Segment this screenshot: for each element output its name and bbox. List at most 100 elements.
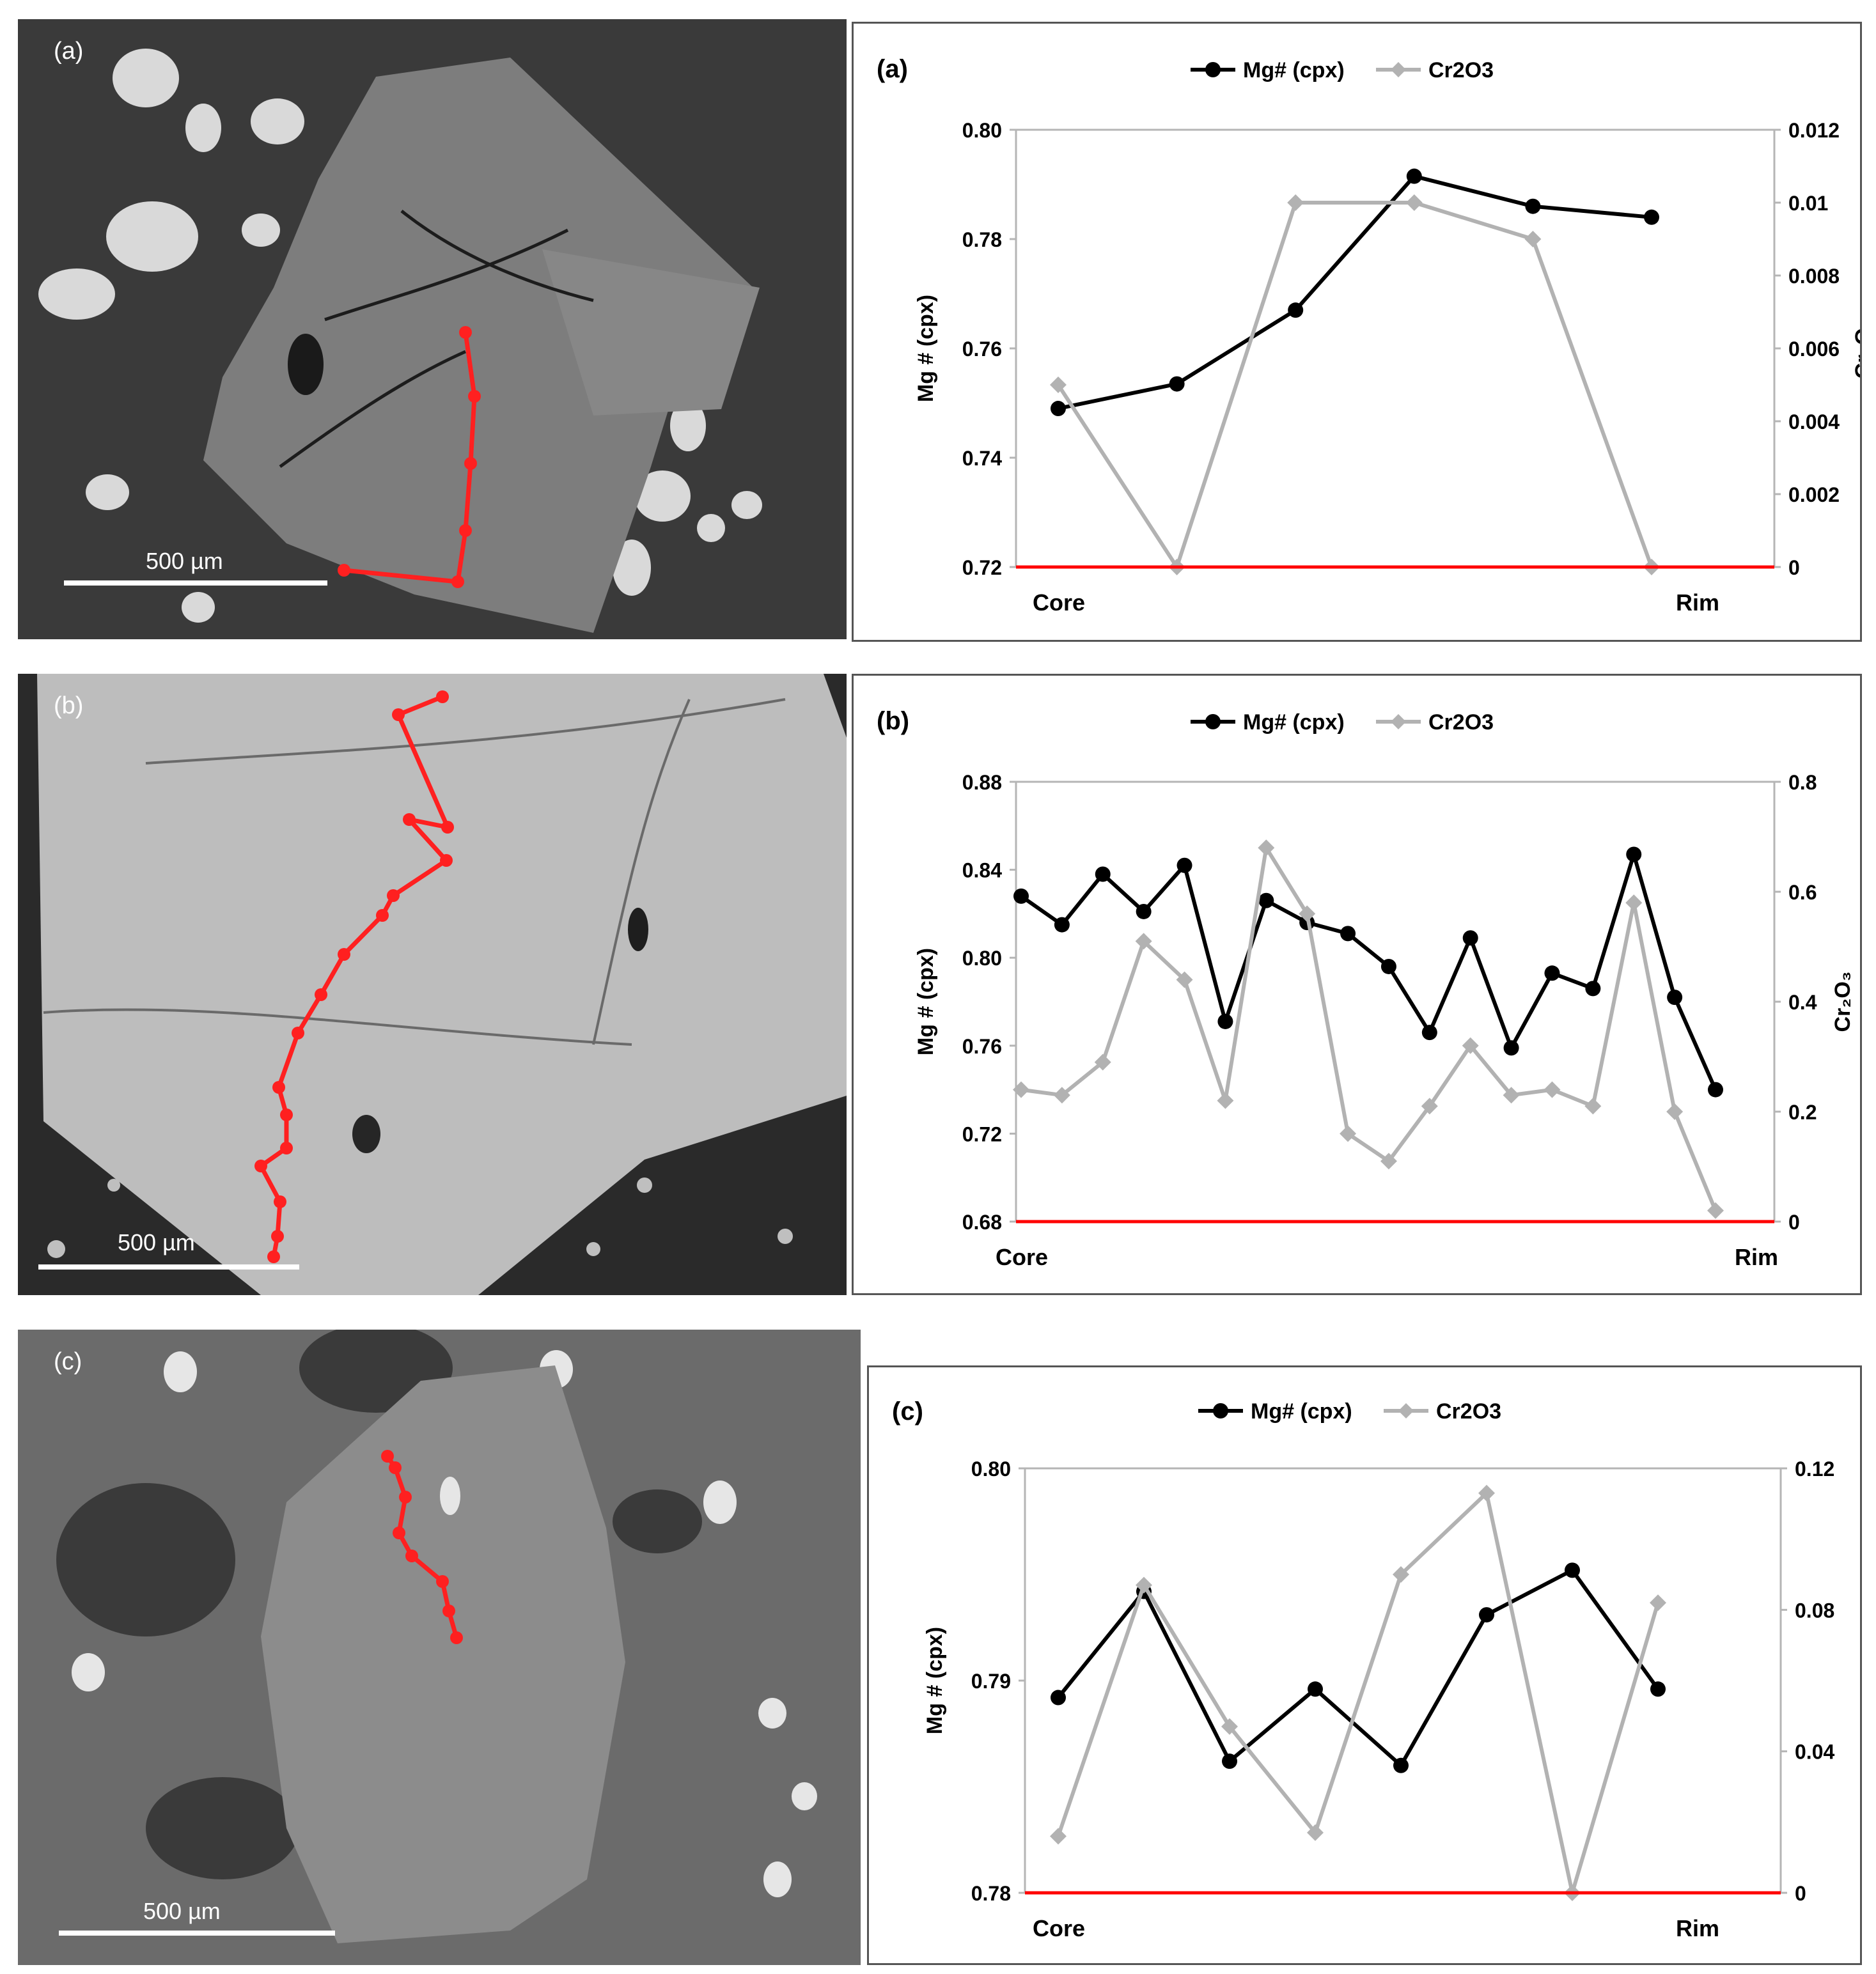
y2-tick-label: 0.8 [1788,771,1817,794]
y2-tick-label: 0.4 [1788,991,1817,1014]
y2-tick-label: 0.002 [1788,483,1840,506]
data-point [1013,1081,1029,1098]
data-point [1478,1484,1495,1502]
legend-mg-label: Mg# (cpx) [1243,710,1345,734]
data-point [1308,1681,1323,1697]
data-point [1051,401,1066,417]
legend-cr-marker [1398,1403,1414,1418]
data-point [1650,1681,1666,1697]
legend: Mg# (cpx) Cr2O3 [1191,710,1494,734]
data-point [1644,209,1659,225]
y2-tick-label: 0 [1788,556,1800,579]
image-label-b: (b) [54,692,83,719]
data-point [1462,1037,1479,1054]
chart-panel-label: (a) [877,55,908,83]
data-point [1565,1562,1580,1578]
series-line [1020,846,1717,1211]
data-point [1421,1098,1438,1115]
bse-image-a-graphic: 500 µm (a) [18,19,847,639]
chart-panel-a: (a) Mg# (cpx) Cr2O3 0.72 0.74 0.76 0.78 0.80 0 0.… [852,22,1862,642]
x-label-core: Core [1033,1915,1085,1941]
y2-tick-label: 0.2 [1788,1101,1817,1124]
series-line [1020,852,1717,1091]
legend-mg-marker [1205,62,1221,77]
series-cr [1050,194,1660,575]
bse-image-b: 500 µm (b) [18,674,847,1295]
image-label-c: (c) [54,1348,82,1375]
bse-image-c: 500 µm (c) [18,1330,861,1965]
y-tick-label: 0.74 [962,447,1002,470]
data-point [1380,958,1396,974]
series-line [1056,1491,1660,1895]
chart-panel-label: (c) [892,1397,923,1426]
legend-cr-label: Cr2O3 [1428,58,1494,82]
data-point [1667,990,1683,1006]
y-tick-label: 0.76 [962,1035,1002,1058]
x-label-rim: Rim [1676,589,1719,616]
data-point [1013,888,1029,904]
data-point [1136,903,1152,919]
data-point [1585,981,1601,997]
y-axis-title: Mg # (cpx) [914,295,938,402]
y-tick-label: 0.76 [962,338,1002,361]
y2-tick-label: 0.04 [1795,1741,1834,1764]
x-label-core: Core [996,1244,1048,1270]
data-point [1288,302,1304,318]
data-point [1406,168,1422,184]
legend-mg-marker [1213,1403,1228,1418]
chart-panel-c: (c) Mg# (cpx) Cr2O3 0.78 0.79 0.80 0 0.04 0.08 0.… [867,1365,1862,1965]
data-point [1176,857,1192,873]
data-point [1136,1576,1152,1594]
data-point [1258,892,1274,908]
y2-tick-label: 0.006 [1788,338,1840,361]
y-tick-label: 0.79 [971,1670,1011,1693]
data-point [1169,376,1185,392]
y-tick-label: 0.80 [962,947,1002,970]
y2-axis-title: Cr₂O₃ [1851,318,1860,378]
legend-mg-marker [1205,714,1221,729]
data-point [1222,1753,1237,1769]
legend-mg-label: Mg# (cpx) [1243,58,1345,82]
series-mg [1013,846,1723,1098]
data-point [1525,198,1541,214]
y-tick-label: 0.80 [962,119,1002,142]
x-label-core: Core [1033,589,1085,616]
image-label-a: (a) [54,38,83,65]
scale-label-a: 500 µm [146,548,223,574]
data-point [1544,965,1560,981]
legend: Mg# (cpx) Cr2O3 [1198,1399,1501,1424]
legend-cr-label: Cr2O3 [1436,1399,1501,1424]
data-point [1258,839,1275,857]
y-tick-label: 0.72 [962,556,1002,579]
data-point [1405,194,1423,211]
y-tick-label: 0.84 [962,859,1002,882]
data-point [1135,933,1152,950]
y2-tick-label: 0.01 [1788,192,1828,215]
data-point [1584,1098,1602,1115]
series-line [1056,201,1653,569]
data-point [1307,1824,1324,1841]
legend-cr-marker [1391,62,1406,77]
y-tick-label: 0.80 [971,1457,1011,1481]
series-cr [1013,839,1724,1219]
legend: Mg# (cpx) Cr2O3 [1191,58,1494,82]
y-tick-label: 0.78 [971,1882,1011,1905]
y2-tick-label: 0.6 [1788,881,1817,904]
legend-mg-label: Mg# (cpx) [1251,1399,1352,1424]
legend-cr-marker [1391,714,1406,729]
data-point [1544,1081,1561,1098]
data-point [1479,1607,1494,1623]
data-point [1051,1690,1066,1706]
data-point [1094,1053,1111,1071]
y2-tick-label: 0.12 [1795,1457,1834,1481]
series-cr [1050,1484,1666,1901]
chart-panel-label: (b) [877,707,909,735]
y2-axis-title: Cr₂O₃ [1857,1650,1860,1711]
y2-tick-label: 0.004 [1788,410,1840,433]
data-point [1503,1087,1520,1104]
data-point [1524,231,1542,247]
y2-tick-label: 0 [1788,1211,1800,1234]
data-point [1050,1828,1067,1845]
data-point [1462,930,1478,946]
data-point [1221,1718,1238,1735]
